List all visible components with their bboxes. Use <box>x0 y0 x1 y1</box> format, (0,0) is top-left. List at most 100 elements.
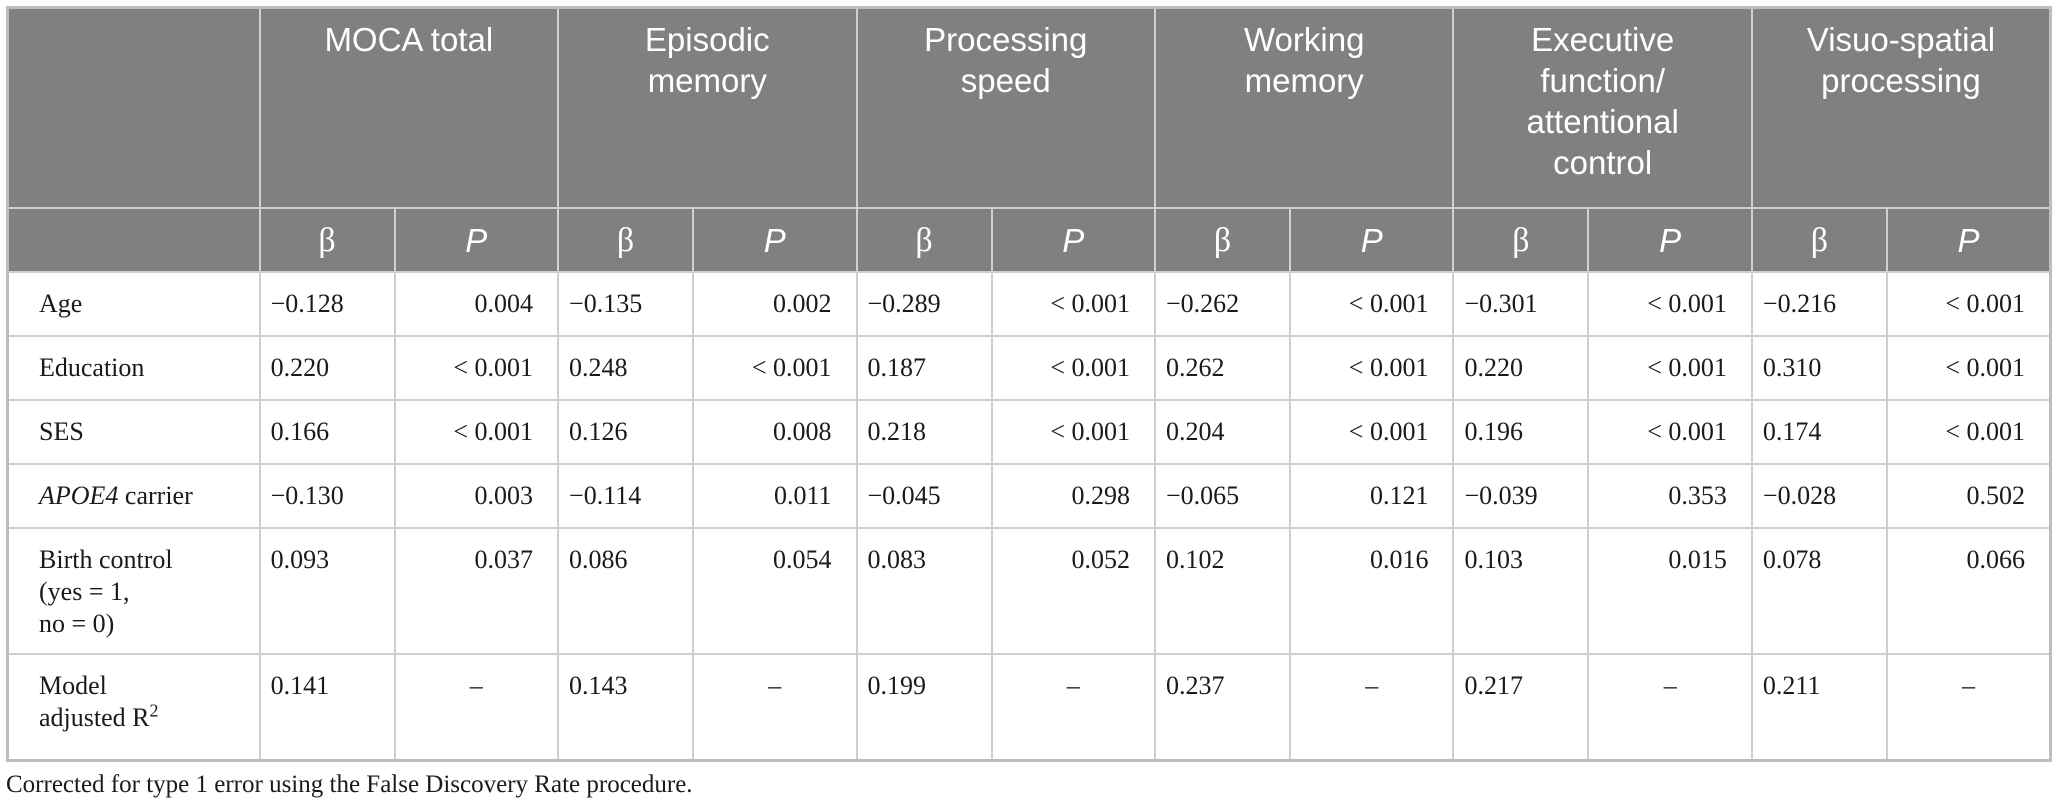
beta-cell: 0.248 <box>557 335 695 401</box>
beta-cell: −0.128 <box>258 271 396 337</box>
p-cell: 0.011 <box>692 463 858 529</box>
beta-cell: 0.126 <box>557 399 695 465</box>
header-beta: β <box>855 207 993 273</box>
p-cell: 0.002 <box>692 271 858 337</box>
p-cell: 0.066 <box>1885 527 2052 655</box>
beta-cell: 0.204 <box>1153 399 1291 465</box>
row-label: Education <box>6 335 261 401</box>
beta-cell: 0.078 <box>1750 527 1888 655</box>
p-cell: 0.054 <box>692 527 858 655</box>
beta-cell: −0.289 <box>855 271 993 337</box>
table-row-ses: SES 0.166 < 0.001 0.126 0.008 0.218 < 0.… <box>6 399 2052 465</box>
header-visuo-spatial-label: Visuo-spatial processing <box>1806 21 1996 99</box>
p-cell: 0.121 <box>1288 463 1455 529</box>
beta-cell: −0.028 <box>1750 463 1888 529</box>
p-cell: – <box>1288 653 1455 762</box>
beta-cell: −0.262 <box>1153 271 1291 337</box>
header-executive-function-label: Executive function/ attentional control <box>1526 21 1679 181</box>
p-cell: < 0.001 <box>1288 399 1455 465</box>
p-cell: < 0.001 <box>1587 271 1753 337</box>
p-cell: < 0.001 <box>1885 399 2052 465</box>
row-label-line: Model <box>39 671 107 700</box>
p-cell: 0.353 <box>1587 463 1753 529</box>
row-label-gene: APOE4 <box>39 481 119 510</box>
row-label: SES <box>6 399 261 465</box>
p-cell: < 0.001 <box>393 335 560 401</box>
header-beta: β <box>1750 207 1888 273</box>
beta-cell: 0.141 <box>258 653 396 762</box>
row-label-line: (yes = 1, <box>39 577 130 606</box>
beta-cell: 0.187 <box>855 335 993 401</box>
beta-cell: −0.135 <box>557 271 695 337</box>
p-cell: 0.016 <box>1288 527 1455 655</box>
header-stat-corner <box>6 207 261 273</box>
header-processing-speed-label: Processing speed <box>924 21 1088 99</box>
header-episodic-memory-label: Episodic memory <box>644 21 770 99</box>
table-footnote: Corrected for type 1 error using the Fal… <box>6 771 693 798</box>
p-cell: < 0.001 <box>1587 399 1753 465</box>
header-p: P <box>1587 207 1753 273</box>
p-cell: 0.015 <box>1587 527 1753 655</box>
row-label-line: adjusted R <box>39 703 150 732</box>
row-label: APOE4 carrier <box>6 463 261 529</box>
beta-cell: 0.237 <box>1153 653 1291 762</box>
header-working-memory: Working memory <box>1153 6 1455 209</box>
beta-cell: 0.218 <box>855 399 993 465</box>
header-moca-total: MOCA total <box>258 6 560 209</box>
p-cell: < 0.001 <box>990 399 1156 465</box>
beta-cell: 0.220 <box>258 335 396 401</box>
beta-cell: 0.199 <box>855 653 993 762</box>
p-cell: < 0.001 <box>1288 271 1455 337</box>
p-cell: < 0.001 <box>1587 335 1753 401</box>
header-p: P <box>1885 207 2052 273</box>
beta-cell: 0.103 <box>1452 527 1590 655</box>
row-label: Birth control (yes = 1, no = 0) <box>6 527 261 655</box>
beta-cell: 0.083 <box>855 527 993 655</box>
row-label: Age <box>6 271 261 337</box>
beta-cell: 0.166 <box>258 399 396 465</box>
p-cell: < 0.001 <box>1885 335 2052 401</box>
header-beta: β <box>258 207 396 273</box>
regression-table-container: MOCA total Episodic memory Processing sp… <box>6 6 2052 762</box>
p-cell: 0.008 <box>692 399 858 465</box>
beta-cell: −0.045 <box>855 463 993 529</box>
p-cell: – <box>1587 653 1753 762</box>
p-cell: – <box>692 653 858 762</box>
beta-cell: 0.174 <box>1750 399 1888 465</box>
header-p: P <box>990 207 1156 273</box>
header-p: P <box>692 207 858 273</box>
row-label-line: no = 0) <box>39 609 115 638</box>
beta-cell: −0.301 <box>1452 271 1590 337</box>
header-visuo-spatial: Visuo-spatial processing <box>1750 6 2052 209</box>
table-row-apoe4: APOE4 carrier −0.130 0.003 −0.114 0.011 … <box>6 463 2052 529</box>
beta-cell: 0.143 <box>557 653 695 762</box>
beta-cell: 0.196 <box>1452 399 1590 465</box>
header-row-stats: β P β P β P β P β P β P <box>6 207 2052 273</box>
header-p: P <box>1288 207 1455 273</box>
p-cell: – <box>990 653 1156 762</box>
beta-cell: 0.086 <box>557 527 695 655</box>
p-cell: 0.298 <box>990 463 1156 529</box>
beta-cell: −0.114 <box>557 463 695 529</box>
beta-cell: −0.216 <box>1750 271 1888 337</box>
p-cell: < 0.001 <box>393 399 560 465</box>
header-row-groups: MOCA total Episodic memory Processing sp… <box>6 6 2052 209</box>
p-cell: < 0.001 <box>1288 335 1455 401</box>
beta-cell: 0.211 <box>1750 653 1888 762</box>
row-label: Model adjusted R2 <box>6 653 261 762</box>
p-cell: < 0.001 <box>692 335 858 401</box>
beta-cell: −0.039 <box>1452 463 1590 529</box>
p-cell: – <box>1885 653 2052 762</box>
table-row-model-adjusted-r2: Model adjusted R2 0.141 – 0.143 – 0.199 –… <box>6 653 2052 762</box>
beta-cell: 0.102 <box>1153 527 1291 655</box>
header-p: P <box>393 207 560 273</box>
p-cell: < 0.001 <box>990 335 1156 401</box>
header-beta: β <box>557 207 695 273</box>
regression-table: MOCA total Episodic memory Processing sp… <box>6 6 2052 762</box>
beta-cell: −0.130 <box>258 463 396 529</box>
beta-cell: 0.220 <box>1452 335 1590 401</box>
header-beta: β <box>1452 207 1590 273</box>
p-cell: – <box>393 653 560 762</box>
header-episodic-memory: Episodic memory <box>557 6 858 209</box>
table-row-age: Age −0.128 0.004 −0.135 0.002 −0.289 < 0… <box>6 271 2052 337</box>
